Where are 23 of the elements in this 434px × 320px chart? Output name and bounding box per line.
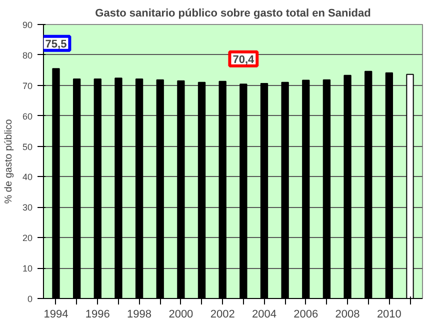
x-tick-label: 2010: [376, 308, 402, 320]
chart-title: Gasto sanitario público sobre gasto total en Sanidad: [95, 8, 371, 20]
y-tick-label: 20: [22, 233, 33, 244]
x-tick-label: 1994: [44, 308, 68, 320]
annotation: 75,5: [45, 38, 67, 50]
x-tick-label: 2002: [210, 308, 235, 320]
y-tick-label: 40: [22, 172, 33, 182]
x-tick-label: 2000: [168, 308, 194, 320]
y-tick-label: 70: [22, 80, 33, 91]
annotation: 70,4: [232, 54, 255, 66]
y-tick-label: 50: [22, 142, 33, 152]
x-tick-label: 1996: [85, 308, 110, 320]
x-tick-label: 2004: [252, 308, 276, 320]
y-tick-label: 80: [22, 50, 33, 60]
y-tick-label: 60: [22, 111, 33, 122]
y-tick-label: 10: [22, 264, 33, 274]
y-tick-label: 90: [22, 20, 33, 30]
x-tick-label: 1998: [127, 308, 152, 320]
y-tick-label: 0: [27, 294, 33, 304]
x-tick-label: 2006: [294, 308, 318, 320]
x-tick-label: 2008: [335, 308, 360, 320]
y-axis-title: % de gasto público: [3, 118, 14, 204]
y-tick-label: 30: [22, 202, 33, 213]
